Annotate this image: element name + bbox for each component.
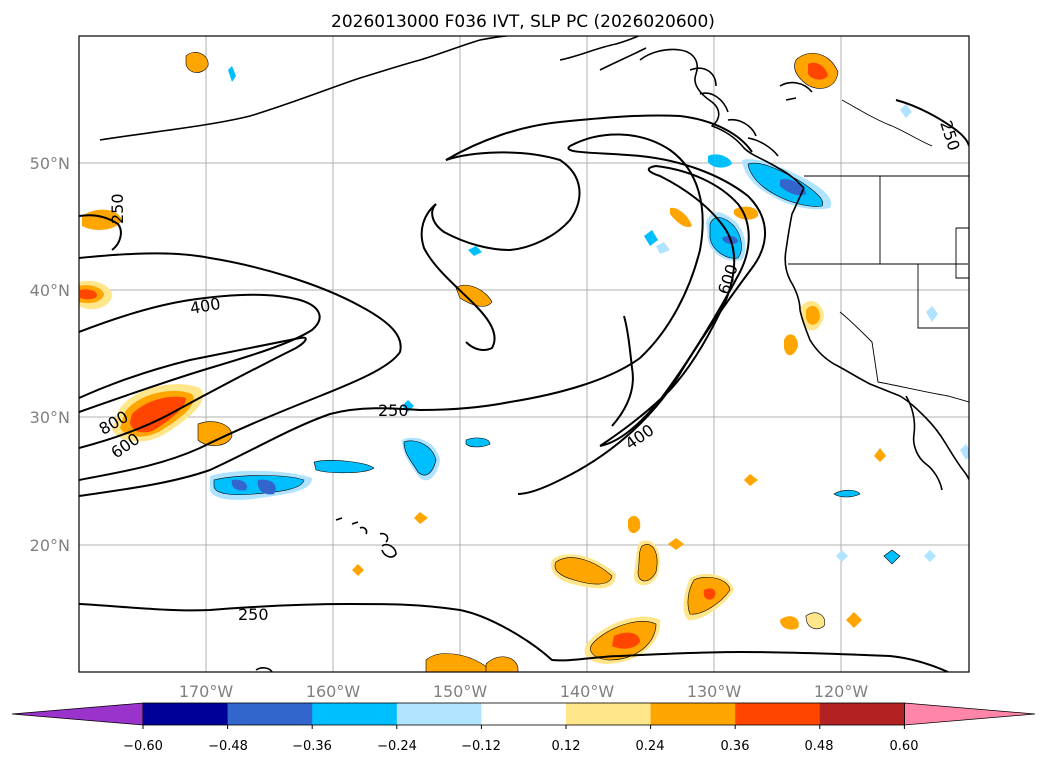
colorbar-segments bbox=[11, 702, 1036, 729]
colorbar-segment bbox=[143, 703, 229, 725]
lat-label: 20°N bbox=[30, 536, 70, 555]
colorbar-tick-label: 0.60 bbox=[890, 739, 919, 754]
lon-label: 130°W bbox=[687, 682, 742, 701]
colorbar-segment bbox=[312, 703, 398, 725]
anomaly-blob-main-west bbox=[112, 384, 233, 446]
colorbar-tick-label: 0.36 bbox=[721, 739, 750, 754]
colorbar-segment bbox=[735, 703, 821, 725]
colorbar-tick-label: 0.12 bbox=[552, 739, 581, 754]
lon-label: 120°W bbox=[814, 682, 869, 701]
colorbar-segment bbox=[650, 703, 736, 725]
slp-contours bbox=[79, 99, 969, 672]
colorbar-tick-label: −0.36 bbox=[292, 739, 332, 754]
colorbar-tick-label: −0.60 bbox=[123, 739, 163, 754]
colorbar-ticks: −0.60 −0.48 −0.36 −0.24 −0.12 0.12 0.24 … bbox=[123, 739, 918, 754]
colorbar-segment bbox=[819, 703, 905, 725]
longitude-labels: 170°W 160°W 150°W 140°W 130°W 120°W bbox=[179, 682, 869, 701]
anomaly-blob-california bbox=[784, 301, 824, 356]
colorbar-tick-label: −0.24 bbox=[377, 739, 417, 754]
colorbar-tick-label: −0.12 bbox=[461, 739, 501, 754]
colorbar-tick-label: 0.48 bbox=[805, 739, 834, 754]
contour-label: 250 bbox=[108, 193, 127, 224]
negative-anomaly-areas bbox=[210, 66, 969, 565]
lon-label: 150°W bbox=[433, 682, 488, 701]
lat-label: 30°N bbox=[30, 408, 70, 427]
contour-label: 250 bbox=[238, 605, 269, 624]
colorbar-tick-label: 0.24 bbox=[636, 739, 665, 754]
contour-label: 250 bbox=[378, 401, 409, 420]
colorbar-extend-min bbox=[11, 702, 144, 726]
anomaly-blob-west-edge bbox=[79, 209, 122, 310]
lat-label: 40°N bbox=[30, 281, 70, 300]
colorbar-outline bbox=[142, 702, 905, 726]
colorbar-segment bbox=[566, 703, 652, 725]
political-borders bbox=[788, 99, 969, 403]
map-area bbox=[79, 36, 969, 672]
colorbar: −0.60 −0.48 −0.36 −0.24 −0.12 0.12 0.24 … bbox=[11, 702, 1036, 754]
lon-label: 140°W bbox=[560, 682, 615, 701]
gridlines bbox=[79, 36, 969, 672]
colorbar-extend-max bbox=[904, 702, 1036, 726]
colorbar-segment bbox=[481, 703, 567, 725]
anomaly-blob-central bbox=[455, 284, 493, 307]
lat-label: 50°N bbox=[30, 154, 70, 173]
positive-anomaly-areas bbox=[79, 52, 886, 672]
coastlines bbox=[99, 36, 969, 672]
map-frame bbox=[78, 35, 970, 673]
map-title: 2026013000 F036 IVT, SLP PC (2026020600) bbox=[331, 12, 715, 32]
anomaly-blob-pnw bbox=[670, 52, 839, 228]
lon-label: 170°W bbox=[179, 682, 234, 701]
anomaly-blob-north bbox=[185, 52, 209, 73]
colorbar-tick-label: −0.48 bbox=[208, 739, 248, 754]
colorbar-segment bbox=[227, 703, 313, 725]
colorbar-segment bbox=[396, 703, 482, 725]
latitude-labels: 50°N 40°N 30°N 20°N bbox=[30, 154, 70, 555]
lon-label: 160°W bbox=[306, 682, 361, 701]
anomaly-blob-subtropics bbox=[352, 448, 886, 672]
